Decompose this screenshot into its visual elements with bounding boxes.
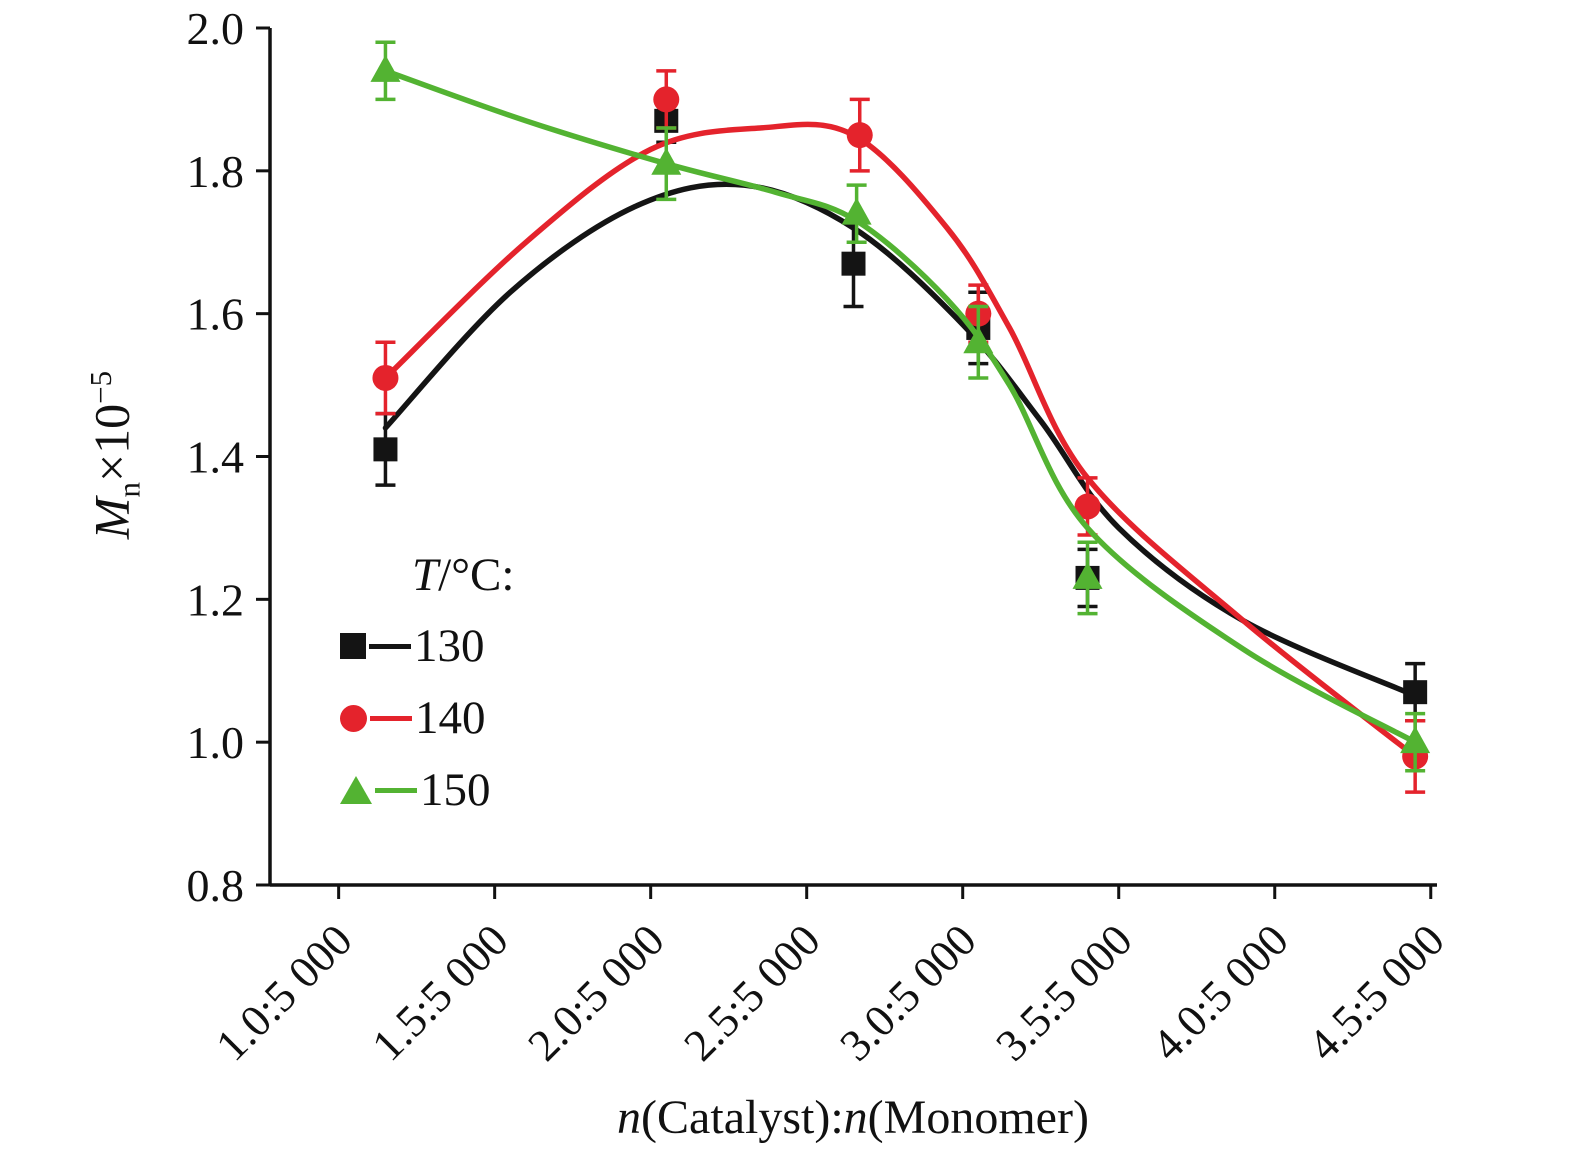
y-axis-exponent: −5 (82, 370, 118, 404)
legend-label-140: 140 (415, 691, 486, 744)
triangle-marker (841, 197, 872, 225)
triangle-marker (963, 326, 994, 354)
legend-item-130: 130 (340, 610, 514, 682)
x-axis-n2: n (843, 1091, 868, 1144)
legend-title-symbol: T (412, 549, 439, 601)
legend-item-150: 150 (340, 754, 514, 826)
x-tick-label: 3.0:5 000 (830, 915, 986, 1071)
legend-item-140: 140 (340, 682, 514, 754)
triangle-marker (651, 147, 682, 175)
square-marker (841, 251, 866, 276)
triangle-marker-icon (340, 776, 372, 804)
square-marker (373, 437, 398, 462)
x-tick-label: 1.5:5 000 (362, 915, 518, 1071)
fit-curve-140 (382, 121, 1418, 760)
circle-marker (1074, 493, 1101, 520)
y-tick-label: 0.8 (187, 860, 245, 911)
circle-marker (372, 364, 399, 391)
y-tick-label: 1.8 (187, 146, 245, 197)
circle-marker-icon (340, 704, 367, 732)
y-tick-label: 2.0 (187, 3, 245, 54)
x-tick-label: 1.0:5 000 (206, 915, 362, 1071)
y-axis-title: Mn×10−5 (83, 371, 148, 539)
x-tick-label: 3.5:5 000 (986, 915, 1142, 1071)
x-tick-label: 2.5:5 000 (674, 915, 830, 1071)
y-axis-multiplier: ×10 (83, 403, 140, 483)
legend-label-150: 150 (420, 763, 491, 816)
line-sample-icon (369, 643, 411, 649)
line-sample-icon (370, 715, 412, 721)
circle-marker (846, 122, 873, 149)
x-axis-n1: n (617, 1091, 642, 1144)
x-tick-label: 4.5:5 000 (1298, 915, 1454, 1071)
triangle-marker (370, 54, 401, 82)
line-sample-icon (375, 787, 417, 793)
y-tick-label: 1.6 (187, 289, 245, 340)
legend-title: T/°C: (412, 548, 514, 602)
y-axis-symbol: M (83, 497, 140, 540)
legend-label-130: 130 (414, 619, 485, 672)
square-marker (1403, 680, 1428, 705)
fit-curve-150 (382, 68, 1418, 745)
x-tick-label: 4.0:5 000 (1142, 915, 1298, 1071)
legend-title-rest: /°C: (438, 549, 515, 601)
triangle-marker (1072, 561, 1103, 589)
x-axis-mid: (Catalyst): (641, 1091, 844, 1144)
triangle-marker (1400, 726, 1431, 754)
circle-marker (653, 86, 680, 113)
y-tick-label: 1.2 (187, 574, 245, 625)
x-axis-tail: (Monomer) (867, 1091, 1089, 1144)
legend: T/°C: 130 140 150 (340, 548, 514, 826)
square-marker-icon (340, 633, 366, 659)
x-axis-title: n(Catalyst):n(Monomer) (617, 1090, 1089, 1145)
x-tick-label: 2.0:5 000 (518, 915, 674, 1071)
y-tick-label: 1.4 (187, 432, 245, 483)
fit-curve-130 (382, 181, 1418, 699)
y-tick-label: 1.0 (187, 717, 245, 768)
y-axis-subscript: n (111, 482, 147, 498)
